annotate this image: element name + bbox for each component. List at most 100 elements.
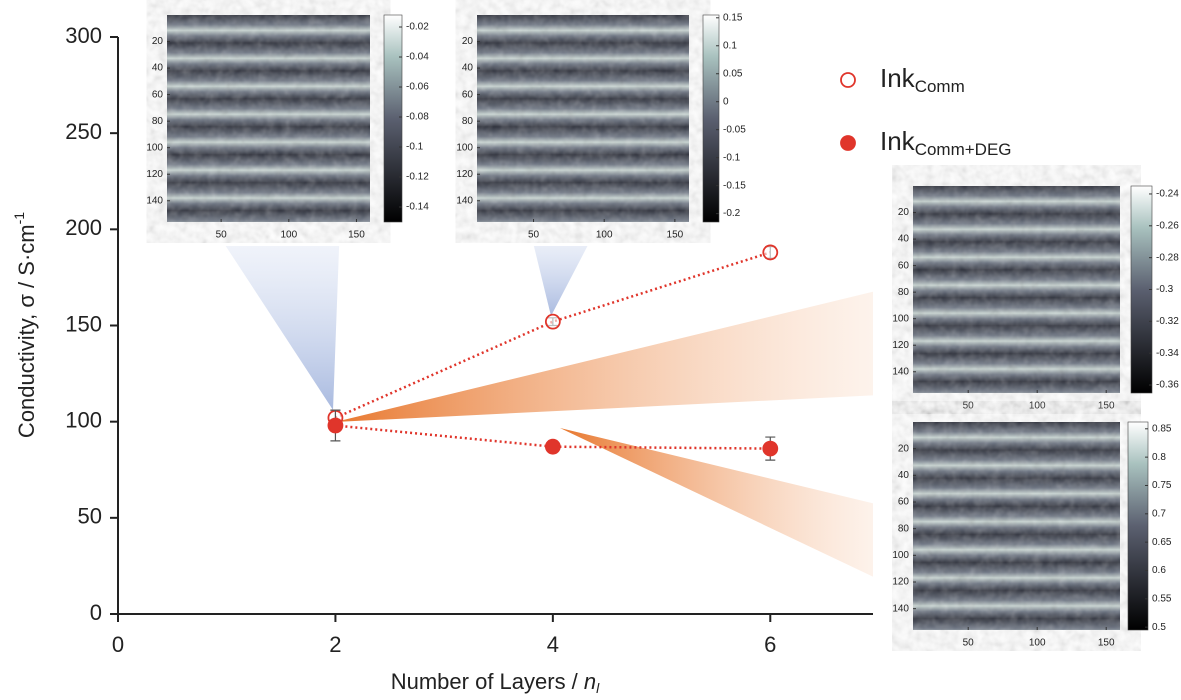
inset-y-tick-label: 120 <box>892 577 909 588</box>
y-tick-label: 50 <box>78 504 102 529</box>
colorbar-tick-label: -0.32 <box>1156 316 1179 327</box>
colorbar-tick-label: -0.02 <box>406 22 429 33</box>
x-axis-label-sub: l <box>596 680 600 695</box>
inset-y-tick-label: 100 <box>456 142 473 153</box>
legend-name: Ink <box>880 126 916 156</box>
colorbar <box>384 15 402 222</box>
inset-x-tick-label: 50 <box>528 230 540 241</box>
x-axis-label: Number of Layers / nl <box>391 669 600 695</box>
inset-y-tick-label: 100 <box>892 313 909 324</box>
inset-y-tick-label: 140 <box>892 603 909 614</box>
callout-wedge <box>560 428 880 580</box>
data-point <box>546 440 560 454</box>
colorbar-tick-label: 0.15 <box>723 12 743 23</box>
inset-y-tick-label: 120 <box>456 169 473 180</box>
legend-label: InkComm <box>880 63 965 97</box>
legend-subscript: Comm+DEG <box>915 140 1012 159</box>
x-axis-label-var: n <box>584 669 596 694</box>
inset-y-tick-label: 140 <box>146 195 163 206</box>
inset-x-tick-label: 50 <box>216 230 228 241</box>
x-tick-label: 2 <box>329 632 341 657</box>
inset-x-tick-label: 50 <box>963 401 975 412</box>
inset-y-tick-label: 40 <box>152 63 164 74</box>
inset-y-tick-label: 40 <box>462 63 474 74</box>
colorbar-tick-label: -0.24 <box>1156 189 1179 200</box>
y-tick-label: 250 <box>65 119 102 144</box>
legend-label: InkComm+DEG <box>880 126 1012 160</box>
heatmap-texture <box>167 15 370 222</box>
x-tick-label: 0 <box>112 632 124 657</box>
colorbar-tick-label: -0.28 <box>1156 252 1179 263</box>
y-tick-label: 100 <box>65 407 102 432</box>
inset-x-tick-label: 100 <box>1029 401 1046 412</box>
colorbar-tick-label: 0.75 <box>1152 480 1172 491</box>
inset-y-tick-label: 60 <box>898 497 910 508</box>
data-point <box>328 419 342 433</box>
inset-y-tick-label: 120 <box>892 340 909 351</box>
colorbar-tick-label: 0.55 <box>1152 593 1172 604</box>
inset-y-tick-label: 40 <box>898 470 910 481</box>
x-tick-label: 4 <box>547 632 559 657</box>
y-axis-label-text: Conductivity, σ / S·cm <box>14 224 39 438</box>
heatmap-texture <box>913 422 1120 630</box>
inset-y-tick-label: 20 <box>898 443 910 454</box>
colorbar-tick-label: 0.85 <box>1152 423 1172 434</box>
data-point <box>763 245 777 259</box>
colorbar-tick-label: 0.8 <box>1152 452 1166 463</box>
colorbar-tick-label: -0.26 <box>1156 220 1179 231</box>
colorbar-tick-label: 0.7 <box>1152 508 1166 519</box>
inset-y-tick-label: 20 <box>152 36 164 47</box>
legend-marker <box>841 136 855 150</box>
y-axis-label-sup: -1 <box>11 212 27 225</box>
inset-y-tick-label: 60 <box>462 89 474 100</box>
inset-x-tick-label: 50 <box>963 638 975 649</box>
callout-wedge <box>210 222 340 410</box>
x-axis-label-text: Number of Layers / <box>391 669 584 694</box>
colorbar-tick-label: -0.14 <box>406 202 429 213</box>
colorbar-tick-label: -0.06 <box>406 82 429 93</box>
callout-wedge <box>335 290 880 422</box>
inset-y-tick-label: 60 <box>152 89 164 100</box>
y-tick-label: 0 <box>90 600 102 625</box>
colorbar-tick-label: -0.3 <box>1156 284 1174 295</box>
legend-name: Ink <box>880 63 916 93</box>
inset-x-tick-label: 150 <box>1098 638 1115 649</box>
colorbar-tick-label: 0.5 <box>1152 622 1166 633</box>
inset-x-tick-label: 100 <box>596 230 613 241</box>
colorbar-tick-label: 0 <box>723 96 729 107</box>
inset-y-tick-label: 80 <box>462 116 474 127</box>
colorbar-tick-label: -0.34 <box>1156 348 1179 359</box>
heatmap-texture <box>913 186 1120 393</box>
y-tick-label: 150 <box>65 311 102 336</box>
inset-x-tick-label: 100 <box>280 230 297 241</box>
colorbar-tick-label: -0.2 <box>723 208 741 219</box>
inset-y-tick-label: 20 <box>898 207 910 218</box>
inset-x-tick-label: 150 <box>348 230 365 241</box>
inset-y-tick-label: 40 <box>898 234 910 245</box>
legend-subscript: Comm <box>915 77 965 96</box>
inset-y-tick-label: 120 <box>146 169 163 180</box>
colorbar-tick-label: -0.12 <box>406 172 429 183</box>
colorbar-tick-label: 0.6 <box>1152 565 1166 576</box>
inset-y-tick-label: 60 <box>898 260 910 271</box>
inset-y-tick-label: 140 <box>456 195 473 206</box>
inset-y-tick-label: 100 <box>892 550 909 561</box>
inset-y-tick-label: 140 <box>892 366 909 377</box>
inset-y-tick-label: 20 <box>462 36 474 47</box>
chart: Number of Layers / nl Conductivity, σ / … <box>0 0 1181 695</box>
colorbar <box>1131 186 1152 393</box>
inset-x-tick-label: 100 <box>1029 638 1046 649</box>
y-tick-label: 300 <box>65 23 102 48</box>
colorbar-tick-label: -0.08 <box>406 112 429 123</box>
data-point <box>763 442 777 456</box>
data-point <box>546 315 560 329</box>
inset-y-tick-label: 80 <box>152 116 164 127</box>
inset-y-tick-label: 80 <box>898 523 910 534</box>
colorbar-tick-label: 0.65 <box>1152 537 1172 548</box>
inset-x-tick-label: 150 <box>1098 401 1115 412</box>
legend-marker <box>841 73 855 87</box>
colorbar-tick-label: 0.05 <box>723 68 743 79</box>
